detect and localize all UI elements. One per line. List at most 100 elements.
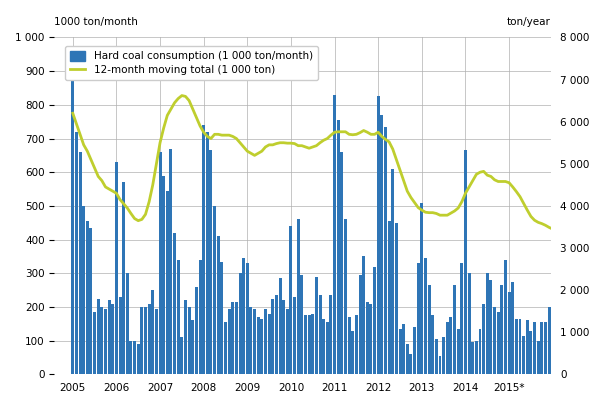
Bar bbox=[235, 302, 238, 374]
Bar bbox=[420, 203, 423, 374]
Bar bbox=[159, 152, 162, 374]
Bar bbox=[129, 341, 132, 374]
Bar bbox=[537, 341, 540, 374]
Bar bbox=[238, 273, 241, 374]
Bar bbox=[373, 267, 376, 374]
Bar bbox=[184, 300, 187, 374]
Bar bbox=[307, 315, 310, 374]
Bar bbox=[500, 285, 503, 374]
Bar bbox=[144, 307, 147, 374]
Bar bbox=[518, 319, 522, 374]
Bar bbox=[417, 263, 420, 374]
Bar bbox=[206, 132, 209, 374]
Bar bbox=[304, 315, 307, 374]
Bar bbox=[242, 258, 245, 374]
Bar bbox=[344, 219, 347, 374]
Bar bbox=[289, 226, 292, 374]
Bar bbox=[140, 307, 143, 374]
Bar bbox=[311, 314, 314, 374]
Bar bbox=[457, 329, 460, 374]
Bar bbox=[315, 277, 318, 374]
Bar bbox=[450, 317, 453, 374]
Bar bbox=[526, 320, 529, 374]
Bar bbox=[381, 115, 384, 374]
Bar bbox=[529, 331, 532, 374]
Bar bbox=[442, 337, 445, 374]
Bar bbox=[391, 169, 394, 374]
Bar bbox=[370, 304, 373, 374]
Bar bbox=[122, 182, 125, 374]
Bar bbox=[231, 302, 234, 374]
Bar bbox=[366, 302, 369, 374]
Bar bbox=[522, 336, 525, 374]
Bar bbox=[209, 150, 212, 374]
Bar bbox=[504, 260, 507, 374]
Bar bbox=[286, 309, 289, 374]
Bar bbox=[264, 309, 267, 374]
Bar bbox=[333, 95, 336, 374]
Bar bbox=[111, 304, 114, 374]
Bar bbox=[482, 304, 485, 374]
Bar bbox=[97, 299, 100, 374]
Bar bbox=[388, 221, 391, 374]
Bar bbox=[460, 263, 463, 374]
Bar bbox=[453, 285, 456, 374]
Bar bbox=[395, 223, 398, 374]
Bar bbox=[322, 319, 325, 374]
Bar bbox=[246, 263, 249, 374]
Text: 1000 ton/month: 1000 ton/month bbox=[54, 17, 139, 27]
Bar bbox=[151, 290, 154, 374]
Bar bbox=[431, 315, 434, 374]
Bar bbox=[533, 322, 536, 374]
Bar bbox=[293, 297, 296, 374]
Bar bbox=[257, 317, 260, 374]
Bar bbox=[471, 342, 474, 374]
Bar bbox=[82, 206, 85, 374]
Bar bbox=[137, 344, 140, 374]
Bar bbox=[90, 228, 93, 374]
Bar bbox=[428, 285, 431, 374]
Bar bbox=[337, 120, 339, 374]
Bar bbox=[260, 319, 263, 374]
Bar bbox=[173, 233, 176, 374]
Bar bbox=[115, 162, 118, 374]
Bar bbox=[213, 206, 216, 374]
Bar bbox=[275, 295, 278, 374]
Bar bbox=[93, 312, 96, 374]
Bar bbox=[551, 309, 554, 374]
Bar bbox=[169, 149, 172, 374]
Bar bbox=[202, 125, 205, 374]
Bar bbox=[148, 304, 151, 374]
Bar bbox=[166, 191, 169, 374]
Bar bbox=[515, 319, 518, 374]
Bar bbox=[497, 312, 500, 374]
Bar bbox=[548, 307, 551, 374]
Bar bbox=[224, 322, 227, 374]
Bar bbox=[326, 322, 329, 374]
Bar bbox=[217, 236, 220, 374]
Bar bbox=[133, 341, 136, 374]
Bar bbox=[191, 320, 194, 374]
Bar bbox=[446, 322, 449, 374]
Bar bbox=[406, 344, 409, 374]
Bar bbox=[330, 295, 332, 374]
Bar bbox=[126, 273, 129, 374]
Bar bbox=[177, 260, 180, 374]
Bar bbox=[410, 354, 413, 374]
Bar bbox=[253, 309, 256, 374]
Bar bbox=[352, 331, 355, 374]
Bar bbox=[296, 219, 299, 374]
Bar bbox=[435, 339, 438, 374]
Bar bbox=[249, 307, 252, 374]
Bar bbox=[486, 273, 489, 374]
Bar bbox=[104, 309, 107, 374]
Bar bbox=[362, 256, 365, 374]
Text: ton/year: ton/year bbox=[506, 17, 551, 27]
Bar bbox=[180, 337, 183, 374]
Bar bbox=[108, 300, 111, 374]
Bar bbox=[86, 221, 89, 374]
Bar bbox=[227, 309, 231, 374]
Bar bbox=[479, 329, 482, 374]
Bar bbox=[464, 150, 467, 374]
Bar bbox=[348, 317, 350, 374]
